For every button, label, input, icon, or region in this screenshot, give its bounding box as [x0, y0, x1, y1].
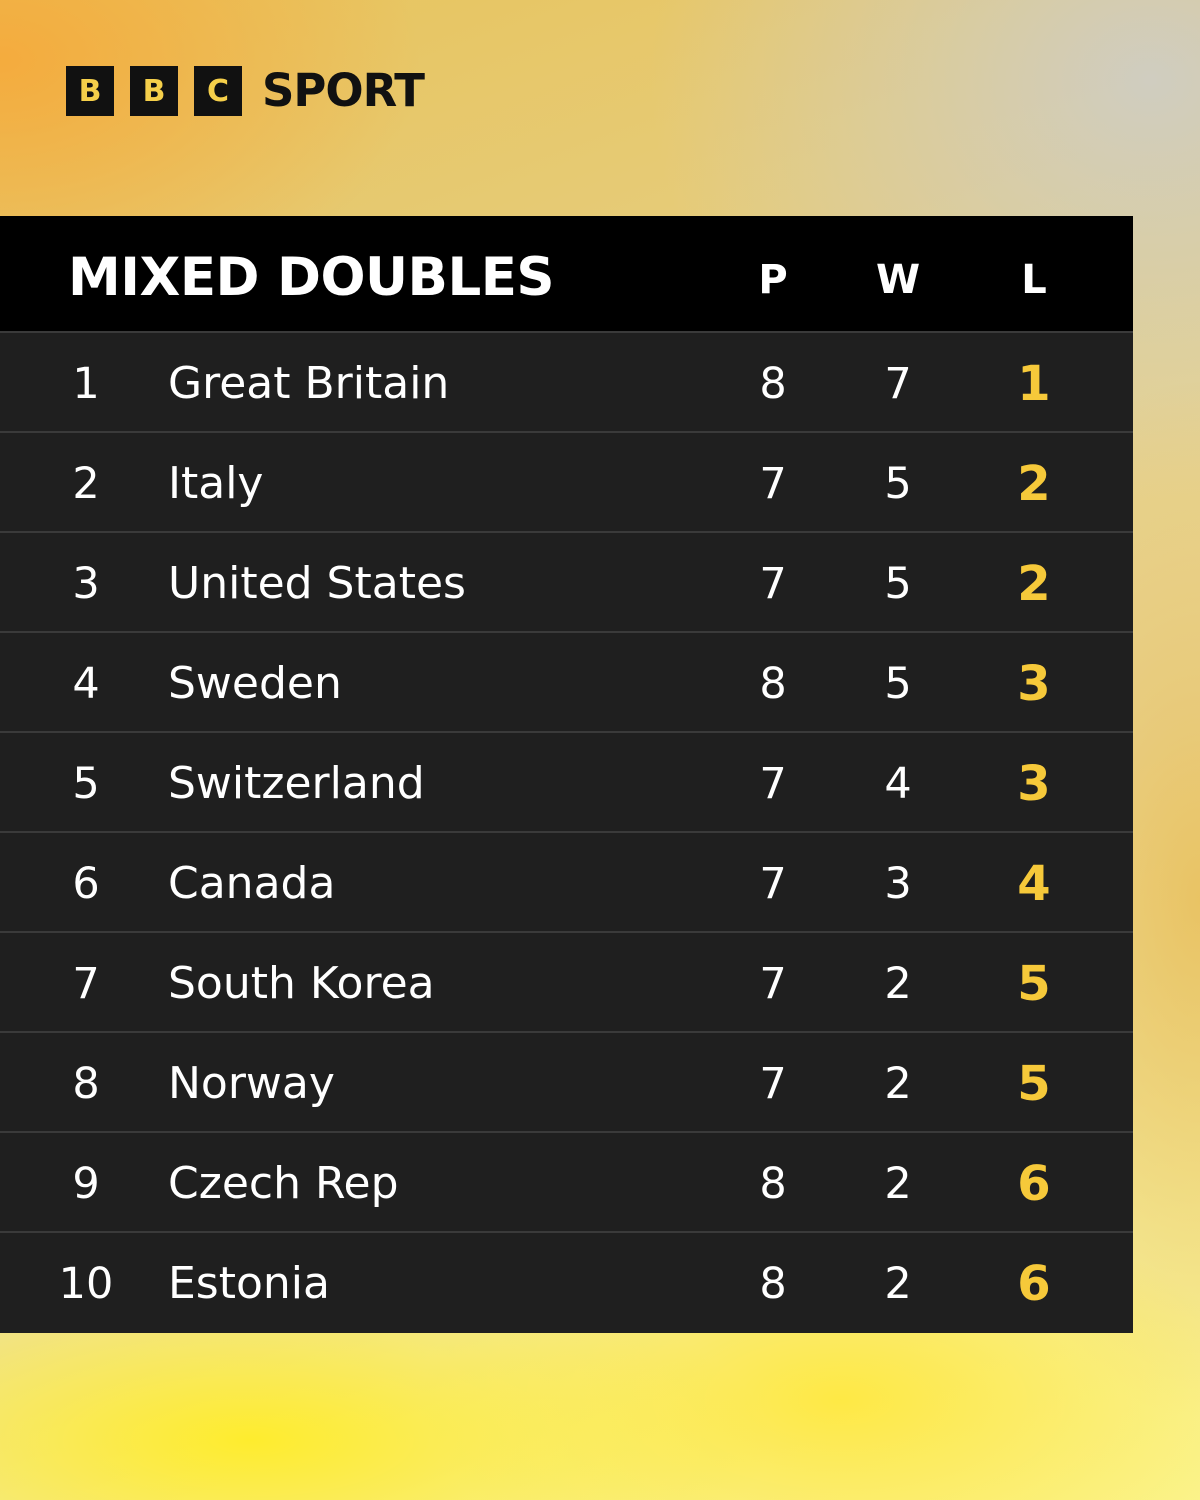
column-header-played: P — [758, 257, 788, 303]
row-lost: 2 — [1017, 456, 1051, 512]
table-row: 10 Estonia 8 2 6 — [0, 1233, 1133, 1333]
row-position: 9 — [72, 1159, 100, 1209]
row-won: 2 — [884, 1259, 912, 1309]
row-played: 7 — [759, 1059, 787, 1109]
table-row: 1 Great Britain 8 7 1 — [0, 333, 1133, 433]
row-team: Italy — [168, 458, 264, 509]
row-won: 2 — [884, 1159, 912, 1209]
row-won: 2 — [884, 959, 912, 1009]
row-lost: 2 — [1017, 556, 1051, 612]
row-lost: 3 — [1017, 656, 1051, 712]
row-position: 4 — [72, 659, 100, 709]
row-lost: 1 — [1017, 356, 1051, 412]
row-lost: 3 — [1017, 756, 1051, 812]
row-position: 8 — [72, 1059, 100, 1109]
row-played: 7 — [759, 959, 787, 1009]
row-team: Norway — [168, 1058, 335, 1109]
row-lost: 5 — [1017, 956, 1051, 1012]
row-lost: 6 — [1017, 1256, 1051, 1312]
row-won: 5 — [884, 459, 912, 509]
row-played: 8 — [759, 359, 787, 409]
row-played: 8 — [759, 1259, 787, 1309]
table-row: 2 Italy 7 5 2 — [0, 433, 1133, 533]
row-lost: 4 — [1017, 856, 1051, 912]
row-played: 8 — [759, 659, 787, 709]
table-row: 9 Czech Rep 8 2 6 — [0, 1133, 1133, 1233]
logo-box-c: C — [194, 66, 242, 116]
row-played: 7 — [759, 859, 787, 909]
row-lost: 6 — [1017, 1156, 1051, 1212]
row-position: 7 — [72, 959, 100, 1009]
row-position: 6 — [72, 859, 100, 909]
row-team: Estonia — [168, 1258, 330, 1309]
row-won: 5 — [884, 659, 912, 709]
row-position: 5 — [72, 759, 100, 809]
row-team: Canada — [168, 858, 336, 909]
table-row: 6 Canada 7 3 4 — [0, 833, 1133, 933]
table-row: 3 United States 7 5 2 — [0, 533, 1133, 633]
table-row: 5 Switzerland 7 4 3 — [0, 733, 1133, 833]
row-position: 2 — [72, 459, 100, 509]
row-position: 3 — [72, 559, 100, 609]
standings-table: MIXED DOUBLES P W L 1 Great Britain 8 7 … — [0, 216, 1133, 1333]
logo-box-b2: B — [130, 66, 178, 116]
row-won: 2 — [884, 1059, 912, 1109]
table-row: 8 Norway 7 2 5 — [0, 1033, 1133, 1133]
row-played: 7 — [759, 559, 787, 609]
row-won: 4 — [884, 759, 912, 809]
logo-sport-text: SPORT — [262, 64, 425, 117]
column-header-won: W — [875, 257, 921, 303]
table-header: MIXED DOUBLES P W L — [0, 216, 1133, 333]
row-won: 3 — [884, 859, 912, 909]
row-position: 1 — [72, 359, 100, 409]
column-header-lost: L — [1021, 257, 1047, 303]
bbc-sport-logo: B B C SPORT — [66, 64, 425, 117]
row-won: 7 — [884, 359, 912, 409]
row-team: Czech Rep — [168, 1158, 399, 1209]
table-row: 4 Sweden 8 5 3 — [0, 633, 1133, 733]
table-row: 7 South Korea 7 2 5 — [0, 933, 1133, 1033]
row-team: Sweden — [168, 658, 342, 709]
logo-box-b1: B — [66, 66, 114, 116]
row-team: Great Britain — [168, 358, 450, 409]
row-position: 10 — [58, 1259, 114, 1309]
row-played: 8 — [759, 1159, 787, 1209]
row-played: 7 — [759, 459, 787, 509]
row-team: South Korea — [168, 958, 435, 1009]
row-won: 5 — [884, 559, 912, 609]
row-lost: 5 — [1017, 1056, 1051, 1112]
row-team: Switzerland — [168, 758, 425, 809]
row-team: United States — [168, 558, 466, 609]
table-title: MIXED DOUBLES — [68, 247, 555, 308]
row-played: 7 — [759, 759, 787, 809]
